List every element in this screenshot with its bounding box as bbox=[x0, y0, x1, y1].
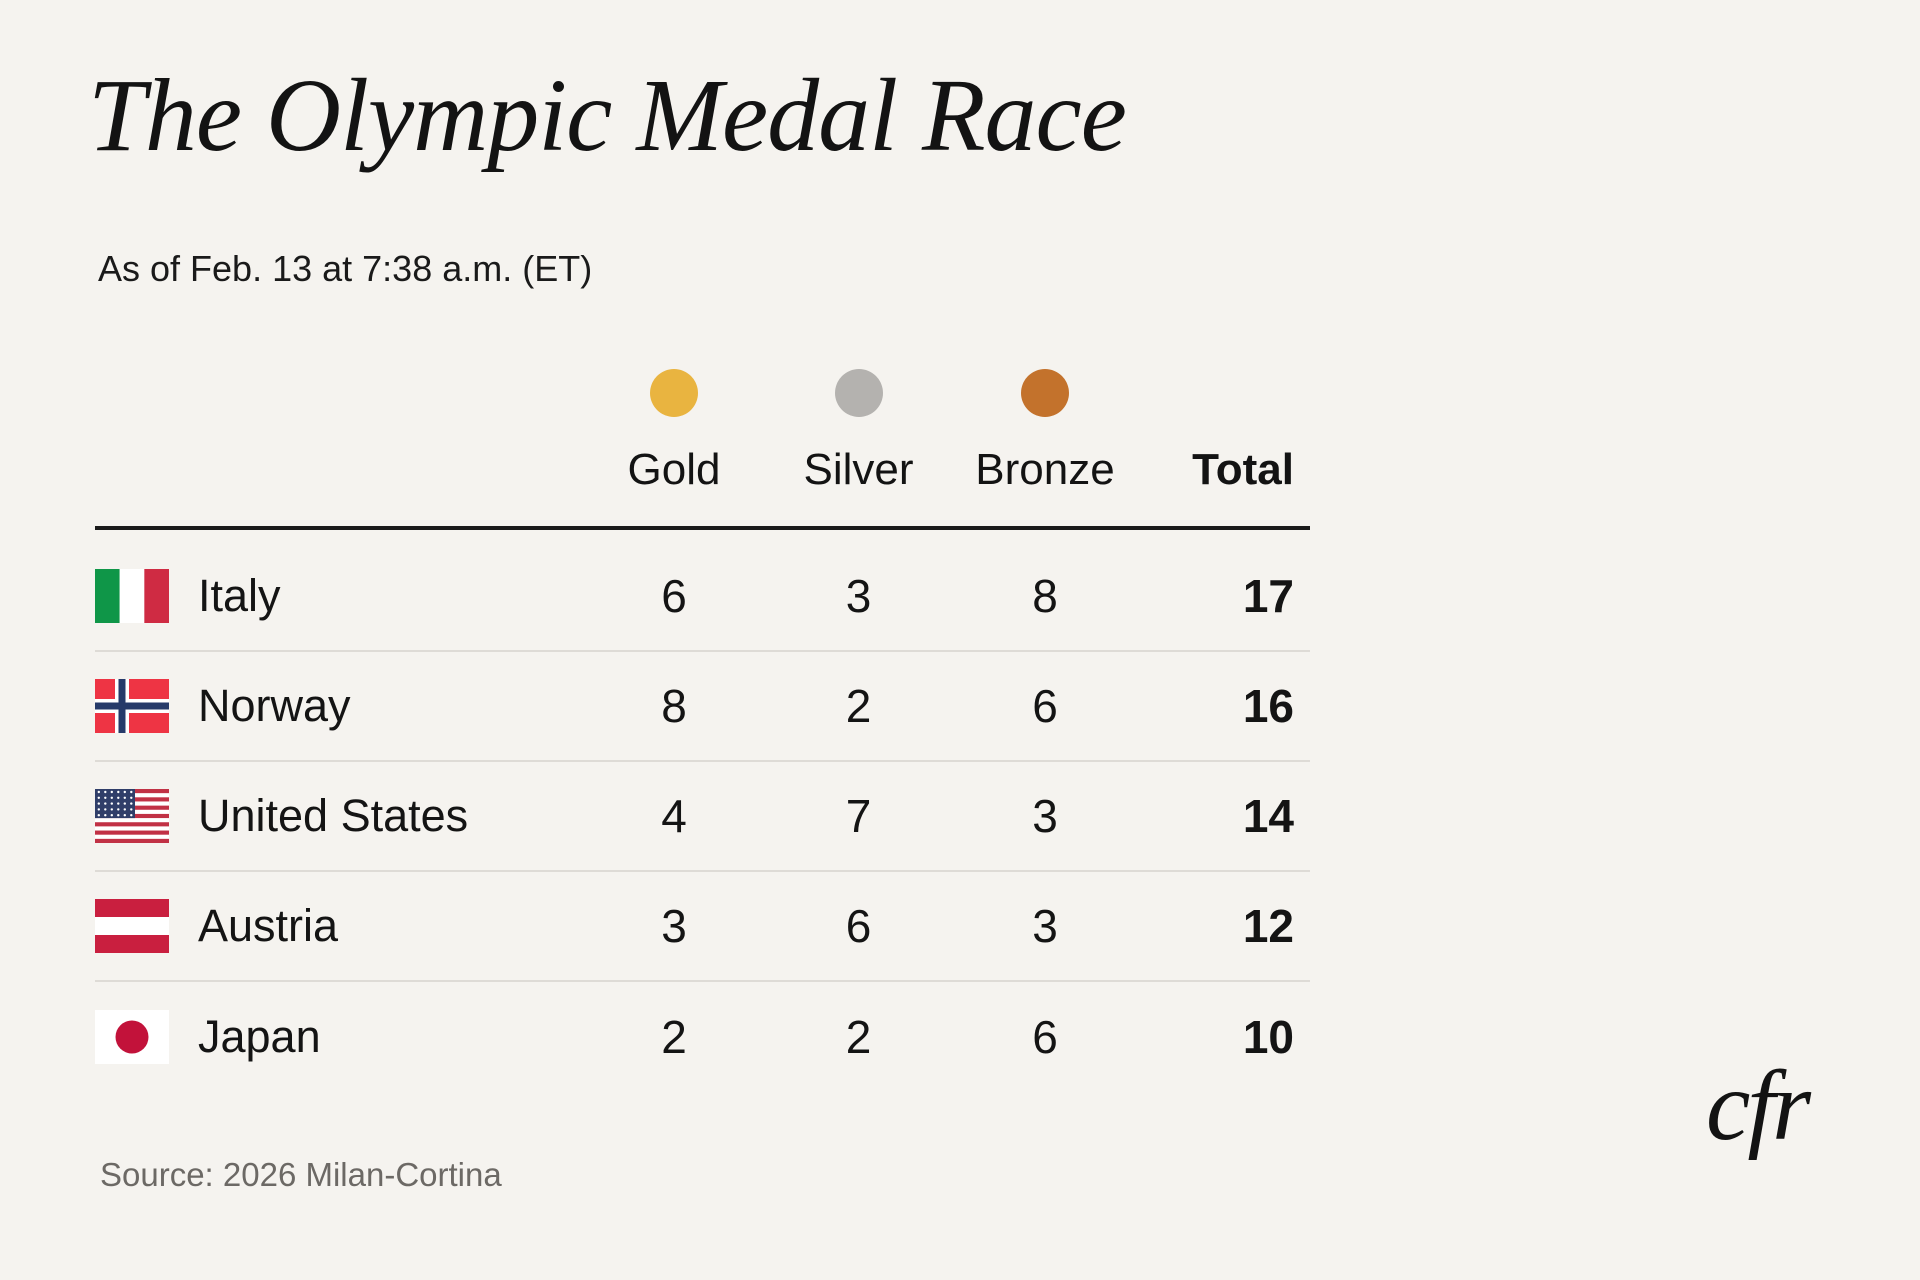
column-header-total: Total bbox=[1139, 368, 1310, 496]
country-name: United States bbox=[198, 790, 469, 841]
cfr-logo: cfr bbox=[1706, 1050, 1811, 1161]
column-header-gold: Gold bbox=[582, 368, 766, 496]
silver-medal-dot-icon bbox=[834, 369, 883, 418]
total-count: 10 bbox=[1242, 1011, 1294, 1063]
total-column-label: Total bbox=[1192, 445, 1294, 495]
bronze-column-label: Bronze bbox=[975, 445, 1115, 495]
medal-table: Gold Silver Bronze Total bbox=[95, 368, 1310, 1092]
silver-count: 3 bbox=[845, 570, 872, 622]
gold-count: 2 bbox=[661, 1011, 687, 1063]
table-body: Italy 6 3 8 17 Norway bbox=[95, 530, 1310, 1092]
column-header-bronze: Bronze bbox=[951, 368, 1139, 496]
bronze-count: 8 bbox=[1032, 570, 1058, 622]
country-cell: Italy bbox=[95, 569, 582, 623]
country-cell: United States bbox=[95, 789, 582, 843]
source-note: Source: 2026 Milan-Cortina bbox=[100, 1156, 502, 1193]
silver-count: 2 bbox=[845, 1011, 872, 1063]
country-name: Japan bbox=[198, 1011, 321, 1062]
table-row-austria: Austria 3 6 3 12 bbox=[95, 872, 1310, 982]
gold-count: 3 bbox=[661, 900, 687, 952]
gold-count: 4 bbox=[661, 790, 687, 842]
japan-flag-icon bbox=[95, 1010, 169, 1064]
gold-count: 8 bbox=[661, 680, 687, 732]
total-count: 17 bbox=[1242, 570, 1294, 622]
country-name: Austria bbox=[198, 900, 339, 951]
country-name: Norway bbox=[198, 680, 351, 731]
us-flag-icon bbox=[95, 789, 169, 843]
silver-count: 7 bbox=[845, 790, 872, 842]
bronze-count: 6 bbox=[1032, 680, 1058, 732]
silver-count: 6 bbox=[845, 900, 872, 952]
bronze-count: 3 bbox=[1032, 790, 1058, 842]
austria-flag-icon bbox=[95, 899, 169, 953]
header-rule bbox=[95, 526, 1310, 530]
country-cell: Japan bbox=[95, 1010, 582, 1064]
gold-medal-dot-icon bbox=[650, 369, 698, 418]
bronze-count: 6 bbox=[1032, 1011, 1058, 1063]
table-row-japan: Japan 2 2 6 10 bbox=[95, 982, 1310, 1092]
us-star-field bbox=[97, 790, 133, 817]
country-cell: Austria bbox=[95, 899, 582, 953]
country-cell: Norway bbox=[95, 679, 582, 733]
italy-flag-icon bbox=[95, 569, 169, 623]
bronze-medal-dot-icon bbox=[1021, 369, 1069, 418]
silver-column-label: Silver bbox=[803, 445, 914, 495]
column-header-silver: Silver bbox=[766, 368, 951, 496]
norway-flag-icon bbox=[95, 679, 169, 733]
total-count: 14 bbox=[1242, 790, 1294, 842]
total-count: 12 bbox=[1242, 900, 1294, 952]
page-title: The Olympic Medal Race bbox=[88, 58, 1127, 173]
silver-count: 2 bbox=[845, 680, 872, 732]
bronze-count: 3 bbox=[1032, 900, 1058, 952]
table-row-united-states: United States 4 7 3 14 bbox=[95, 762, 1310, 872]
total-count: 16 bbox=[1242, 680, 1294, 732]
gold-column-label: Gold bbox=[627, 445, 721, 495]
table-header-row: Gold Silver Bronze Total bbox=[95, 368, 1310, 496]
country-column-header bbox=[95, 368, 582, 496]
table-row-norway: Norway 8 2 6 16 bbox=[95, 652, 1310, 762]
gold-count: 6 bbox=[661, 570, 687, 622]
timestamp-subtitle: As of Feb. 13 at 7:38 a.m. (ET) bbox=[98, 248, 593, 289]
country-name: Italy bbox=[198, 570, 281, 621]
table-row-italy: Italy 6 3 8 17 bbox=[95, 542, 1310, 652]
